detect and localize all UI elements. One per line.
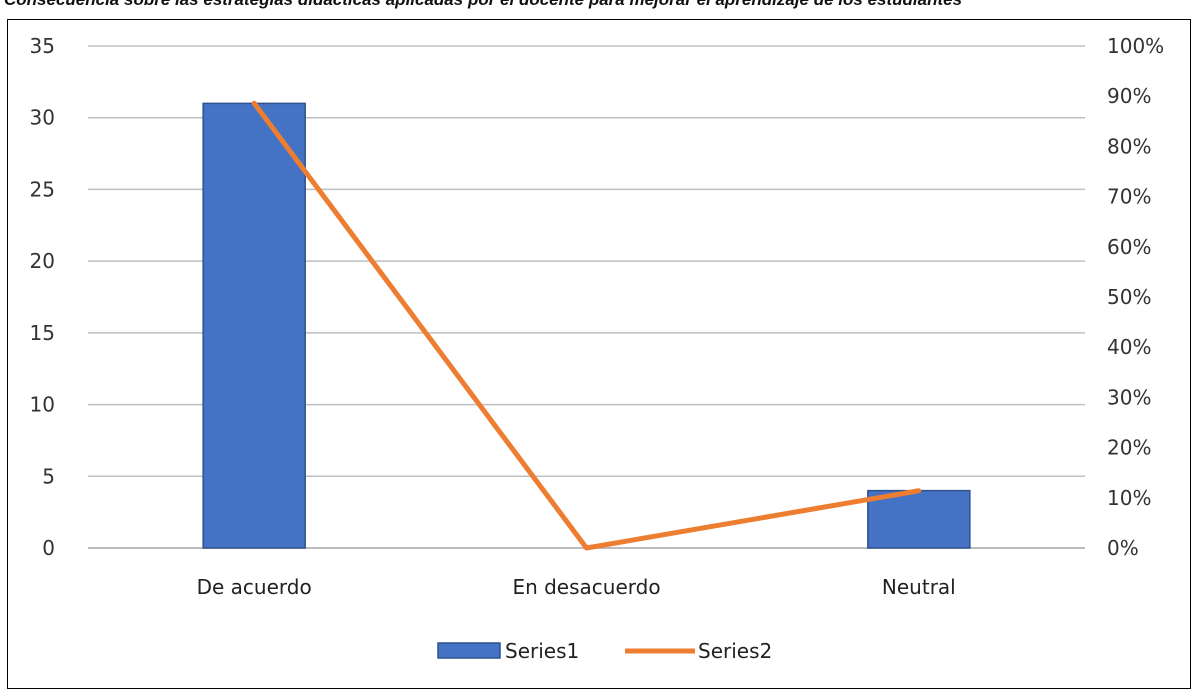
right-tick-label: 50% (1107, 285, 1151, 309)
right-tick-label: 20% (1107, 436, 1151, 460)
right-tick-label: 10% (1107, 486, 1151, 510)
category-label: En desacuerdo (512, 575, 660, 599)
left-tick-label: 10 (30, 393, 55, 417)
bar (202, 102, 306, 549)
chart-frame (7, 19, 1191, 689)
left-tick-label: 30 (30, 106, 55, 130)
right-tick-label: 0% (1107, 536, 1139, 560)
right-axis-ticks: 0% 10% 20% 30% 40% 50% 60% 70% 80% 90% 100% (1107, 34, 1164, 560)
right-tick-label: 100% (1107, 34, 1164, 58)
left-axis-ticks: 0 5 10 15 20 25 30 35 (30, 34, 55, 560)
left-tick-label: 35 (30, 34, 55, 58)
category-label: Neutral (882, 575, 956, 599)
left-tick-label: 5 (42, 464, 55, 488)
legend-label-series2: Series2 (698, 639, 772, 663)
legend-label-series1: Series1 (505, 639, 579, 663)
right-tick-label: 80% (1107, 134, 1151, 158)
category-labels: De acuerdo En desacuerdo Neutral (197, 575, 956, 599)
right-tick-label: 60% (1107, 235, 1151, 259)
bar-series (202, 102, 971, 549)
series2-line (251, 100, 922, 551)
left-tick-label: 0 (42, 536, 55, 560)
left-tick-label: 25 (30, 177, 55, 201)
left-tick-label: 20 (30, 249, 55, 273)
legend: Series1 Series2 (437, 639, 772, 663)
legend-swatch-series1 (437, 642, 501, 659)
left-tick-label: 15 (30, 321, 55, 345)
right-tick-label: 70% (1107, 185, 1151, 209)
line-series (251, 100, 922, 551)
right-tick-label: 40% (1107, 335, 1151, 359)
right-tick-label: 90% (1107, 84, 1151, 108)
category-label: De acuerdo (197, 575, 312, 599)
figure-caption: Consecuencia sobre las estrategias didác… (0, 0, 1193, 13)
right-tick-label: 30% (1107, 385, 1151, 409)
